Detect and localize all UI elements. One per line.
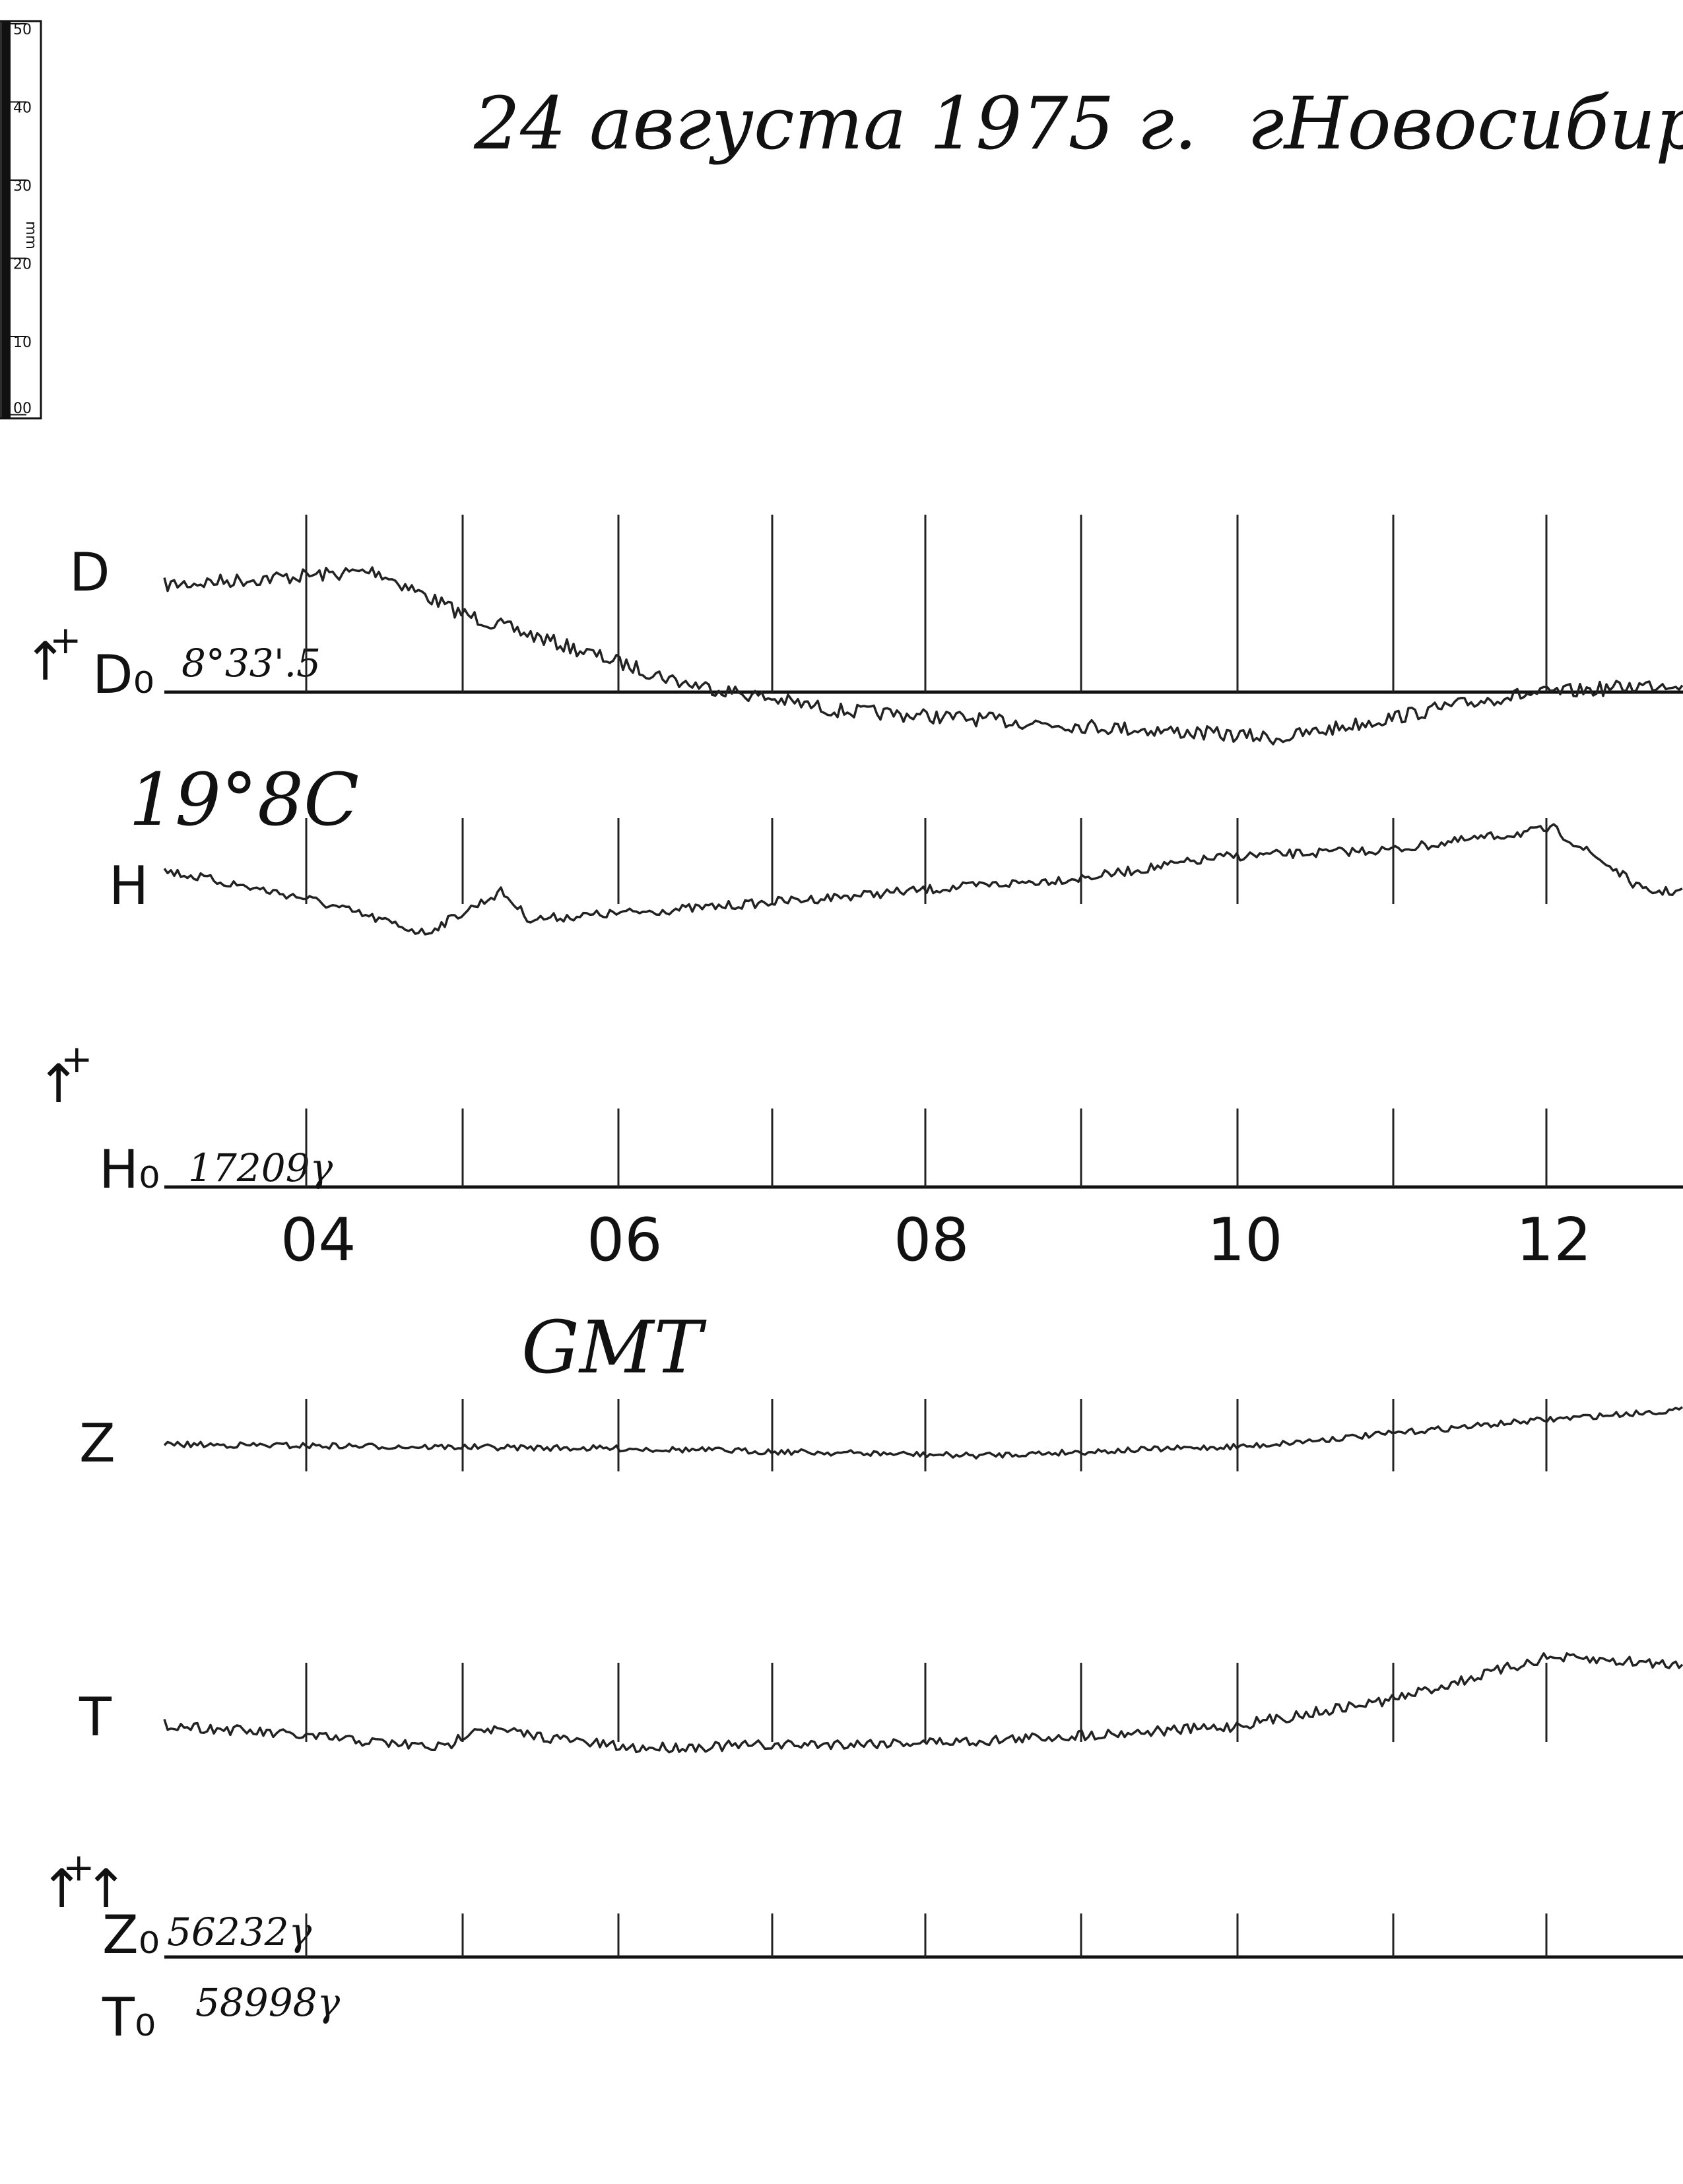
z0-value: 56232γ — [167, 1910, 312, 1954]
polarity-arrow: ↑ — [23, 631, 67, 692]
hour-label: 12 — [1516, 1205, 1592, 1275]
z-label: Z — [79, 1413, 116, 1474]
trace-line — [163, 1406, 1683, 1460]
place: гНовосибир — [1247, 81, 1683, 166]
polarity: + — [50, 618, 82, 662]
hour-label: 08 — [894, 1205, 970, 1275]
scale-label: 30 — [13, 178, 32, 195]
trace-line — [163, 566, 1683, 746]
hour-label: 06 — [587, 1205, 663, 1275]
polarity-arrow: ↑↑ — [40, 1858, 128, 1919]
scale-strip — [1, 21, 11, 418]
scale-label: 40 — [13, 100, 32, 117]
polarity: + — [63, 1845, 95, 1890]
polarity: + — [61, 1037, 93, 1081]
scale-unit: mm — [22, 221, 39, 249]
z0-label: Z₀ — [102, 1904, 160, 1966]
d0-label: D₀ — [92, 644, 154, 705]
t-label: T — [79, 1686, 112, 1748]
time-name: GMT — [521, 1305, 708, 1390]
scale-label: 20 — [13, 257, 32, 273]
h0-label: H₀ — [99, 1139, 160, 1200]
scale-label: 50 — [13, 22, 32, 38]
hour-label: 04 — [280, 1205, 356, 1275]
polarity-arrow: ↑ — [36, 1053, 81, 1114]
trace-line — [163, 1652, 1683, 1754]
hour-label: 10 — [1207, 1205, 1283, 1275]
traces — [163, 515, 1683, 1957]
h0-value: 17209γ — [188, 1145, 333, 1190]
trace-line — [163, 823, 1683, 936]
t0-label: T₀ — [102, 1987, 156, 2048]
time-labels: 04 06 08 10 12 — [280, 1205, 1592, 1275]
t0-value: 58998γ — [195, 1980, 341, 2025]
d-label: D — [69, 542, 110, 603]
temperature: 19°8C — [129, 757, 359, 842]
date: 24 августа 1975 г. — [473, 81, 1197, 166]
d0-value: 8°33'.5 — [182, 641, 321, 686]
scale-label: 10 — [13, 335, 32, 351]
h-label: H — [109, 855, 148, 916]
